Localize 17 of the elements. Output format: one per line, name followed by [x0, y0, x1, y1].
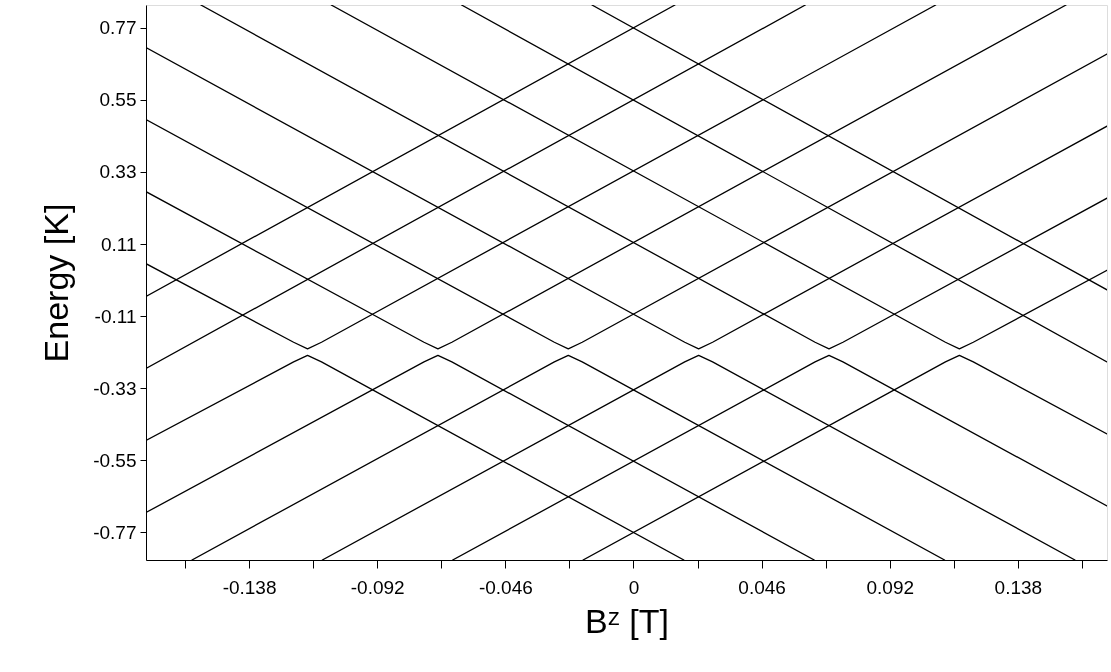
x-tick-label: -0.046	[478, 576, 533, 598]
y-tick-label: 0.33	[99, 161, 137, 183]
y-tick-label: 0.77	[99, 17, 137, 39]
x-axis-title: Bᶻ [T]	[585, 601, 669, 640]
y-axis-title: Energy [K]	[37, 203, 76, 363]
y-tick-label: 0.11	[100, 233, 137, 255]
y-tick-label: -0.11	[94, 305, 137, 327]
x-tick-label: 0	[628, 576, 640, 598]
x-tick-label: -0.092	[350, 576, 405, 598]
x-tick-label: 0.092	[866, 576, 914, 598]
x-tick-label: 0.046	[738, 576, 786, 598]
y-tick-label: -0.33	[93, 377, 137, 399]
x-tick-label: 0.138	[994, 576, 1043, 598]
x-tick-label: -0.138	[222, 576, 277, 598]
y-tick-label: -0.77	[93, 521, 137, 543]
y-tick-label: 0.55	[99, 89, 137, 111]
y-tick-label: -0.55	[93, 449, 137, 471]
